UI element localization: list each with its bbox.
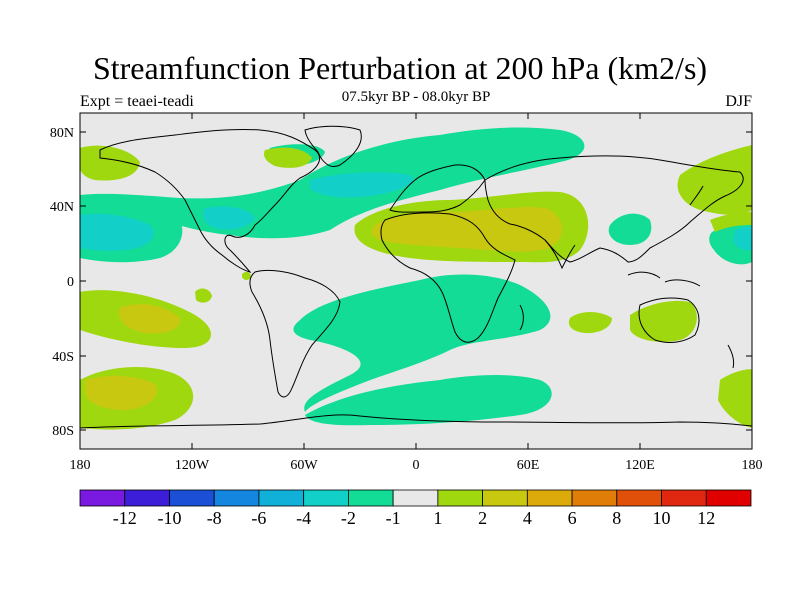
colorbar: -12 -10 -8 -6 -4 -2 -1 1 2 4 6 8 10 12 [79, 489, 752, 528]
colorbar-swatch [661, 489, 707, 507]
x-tick-label: 60W [290, 458, 318, 473]
pos-region-tiny [242, 271, 251, 280]
x-tick-label: 0 [413, 458, 420, 473]
y-tick-label: 40N [50, 200, 74, 215]
neg-region-asia [608, 213, 652, 245]
neg-region-south-atlantic [293, 274, 551, 412]
colorbar-swatch [258, 489, 305, 507]
x-tick-label: 120E [625, 458, 655, 473]
colorbar-label: -2 [341, 508, 356, 528]
pos-mid-eurasia [371, 207, 562, 252]
colorbar-swatch [303, 489, 349, 507]
coast-india [544, 239, 576, 270]
coast-antarctica [80, 414, 752, 429]
neg-mid-n-atlantic [310, 172, 413, 198]
colorbar-swatch [616, 489, 662, 507]
chart-title: Streamfunction Perturbation at 200 hPa (… [92, 50, 708, 86]
colorbar-swatch [392, 489, 439, 507]
coast-south-america [249, 269, 341, 398]
x-tick-label: 180 [70, 458, 91, 473]
colorbar-label: -10 [157, 508, 181, 528]
colorbar-swatch [124, 489, 170, 507]
pos-region-n-america [264, 147, 312, 168]
neg-region-southern-ocean [305, 375, 552, 426]
colorbar-swatch [526, 489, 573, 507]
colorbar-label: -4 [296, 508, 311, 528]
neg-mid-n-america [203, 206, 255, 230]
pos-region-ne-asia [677, 145, 752, 215]
colorbar-label: 1 [433, 508, 442, 528]
x-tick-label: 180 [742, 458, 763, 473]
colorbar-label: -8 [207, 508, 222, 528]
neg-mid-n-pacific [80, 213, 154, 251]
pos-region-small-pacific [195, 288, 212, 303]
colorbar-swatch [213, 489, 260, 507]
colorbar-label: 10 [653, 508, 671, 528]
colorbar-label: 4 [523, 508, 532, 528]
pos-region-southeast-pacific [718, 369, 752, 428]
season-label: DJF [725, 93, 752, 110]
colorbar-label: -6 [251, 508, 266, 528]
pos-mid-s-pacific [118, 304, 181, 334]
coast-australia [638, 297, 700, 343]
y-tick-label: 80S [52, 424, 74, 439]
pos-region-australia [630, 300, 697, 342]
pos-mid-southern-pacific [85, 375, 157, 410]
tick-marks [79, 113, 753, 449]
coast-indonesia [627, 271, 701, 287]
colorbar-swatch [347, 489, 394, 507]
experiment-label: Expt = teaei-teadi [80, 93, 194, 110]
x-tick-label: 60E [517, 458, 540, 473]
coastlines [80, 125, 752, 429]
coast-north-america [99, 128, 320, 273]
colorbar-label: 2 [478, 508, 487, 528]
neg-mid-w-pacific [733, 226, 752, 251]
coast-africa [380, 212, 516, 343]
colorbar-label: -12 [113, 508, 137, 528]
contour-fields [80, 127, 752, 430]
colorbar-label: 12 [697, 508, 715, 528]
colorbar-swatch [437, 489, 483, 507]
x-tick-label: 120W [175, 458, 210, 473]
coast-asia [484, 155, 744, 263]
pos-region-n-pacific-west [80, 145, 140, 181]
colorbar-swatch [169, 489, 215, 507]
pos-region-indian-ocean [568, 312, 612, 334]
colorbar-swatch [571, 489, 618, 507]
colorbar-swatch [705, 489, 752, 507]
colorbar-label: 8 [612, 508, 621, 528]
colorbar-label: -1 [386, 508, 401, 528]
coast-madagascar [519, 304, 524, 331]
coast-new-zealand [727, 344, 735, 369]
y-tick-label: 80N [50, 126, 74, 141]
colorbar-label: 6 [568, 508, 577, 528]
chart-subtitle: 07.5kyr BP - 08.0kyr BP [341, 89, 491, 105]
y-tick-label: 40S [52, 350, 74, 365]
colorbar-swatch [79, 489, 126, 507]
coast-greenland [304, 125, 362, 167]
pos-region-ne-pacific [710, 212, 752, 232]
y-tick-label: 0 [67, 275, 74, 290]
coast-japan [689, 185, 704, 206]
colorbar-swatch [482, 489, 528, 507]
